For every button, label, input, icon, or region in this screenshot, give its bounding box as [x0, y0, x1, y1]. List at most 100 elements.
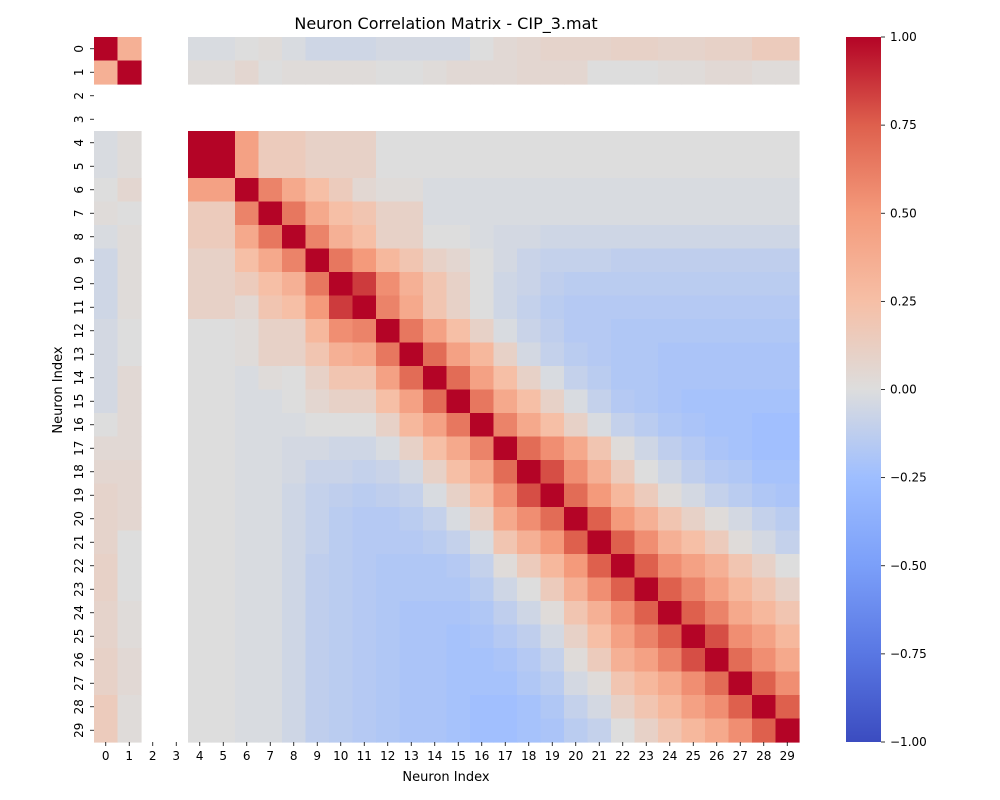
x-tick-label: 24: [662, 749, 677, 763]
heatmap-cell: [235, 671, 260, 696]
heatmap-cell: [352, 366, 377, 391]
heatmap-cell: [634, 154, 659, 179]
heatmap-cell: [587, 507, 612, 532]
heatmap-cell: [117, 554, 142, 579]
heatmap-cell: [775, 695, 800, 720]
heatmap-cell: [117, 319, 142, 344]
heatmap-cell: [258, 201, 283, 226]
heatmap-cell: [775, 671, 800, 696]
heatmap-cell: [493, 178, 518, 203]
heatmap-cell: [470, 577, 495, 602]
heatmap-cell: [399, 718, 424, 743]
heatmap-cell: [470, 366, 495, 391]
heatmap-cell: [399, 389, 424, 414]
heatmap-cell: [658, 483, 683, 508]
heatmap-cell: [94, 60, 119, 85]
heatmap-cell: [540, 554, 565, 579]
heatmap-cell: [681, 319, 706, 344]
heatmap-cell: [188, 507, 213, 532]
heatmap-cell: [517, 366, 542, 391]
heatmap-cell: [634, 577, 659, 602]
heatmap-cell: [517, 248, 542, 273]
heatmap-cell: [376, 554, 401, 579]
heatmap-cell: [587, 248, 612, 273]
heatmap-cell: [658, 413, 683, 438]
heatmap-cell: [705, 577, 730, 602]
heatmap-cell: [258, 154, 283, 179]
heatmap-cell: [728, 530, 753, 555]
heatmap-cell: [752, 342, 777, 367]
heatmap-cell: [517, 460, 542, 485]
heatmap-cell: [446, 601, 471, 626]
heatmap-cell: [188, 554, 213, 579]
heatmap-cell: [235, 601, 260, 626]
heatmap-cell: [329, 37, 354, 62]
heatmap-cell: [235, 295, 260, 320]
heatmap-cell: [446, 178, 471, 203]
heatmap-cell: [728, 272, 753, 297]
heatmap-cell: [376, 60, 401, 85]
heatmap-cell: [540, 389, 565, 414]
heatmap-cell: [282, 577, 307, 602]
heatmap-cell: [611, 225, 636, 250]
heatmap-cell: [305, 272, 330, 297]
heatmap-cell: [658, 272, 683, 297]
heatmap-cell: [94, 272, 119, 297]
heatmap-cell: [728, 319, 753, 344]
heatmap-cell: [775, 389, 800, 414]
heatmap-cell: [564, 624, 589, 649]
heatmap-cell: [399, 460, 424, 485]
heatmap-cell: [611, 413, 636, 438]
heatmap-cell: [517, 131, 542, 156]
heatmap-cell: [752, 248, 777, 273]
heatmap-cell: [235, 37, 260, 62]
heatmap-cell: [188, 178, 213, 203]
heatmap-cell: [94, 389, 119, 414]
heatmap-cell: [681, 248, 706, 273]
heatmap-cell: [117, 695, 142, 720]
heatmap-cell: [564, 507, 589, 532]
heatmap-cell: [352, 530, 377, 555]
heatmap-cell: [470, 507, 495, 532]
heatmap-cell: [775, 272, 800, 297]
heatmap-cell: [94, 554, 119, 579]
heatmap-cell: [94, 295, 119, 320]
y-tick-label: 10: [72, 276, 86, 291]
heatmap-cell: [117, 530, 142, 555]
y-tick-label: 5: [72, 162, 86, 170]
heatmap-cell: [446, 60, 471, 85]
heatmap-cell: [493, 554, 518, 579]
heatmap-cell: [587, 624, 612, 649]
y-tick-label: 15: [72, 394, 86, 409]
heatmap-cell: [423, 37, 448, 62]
heatmap-cell: [611, 695, 636, 720]
heatmap-cell: [752, 37, 777, 62]
heatmap-cell: [211, 436, 236, 461]
heatmap-cell: [188, 624, 213, 649]
heatmap-cell: [235, 648, 260, 673]
heatmap-cell: [752, 460, 777, 485]
heatmap-cell: [752, 507, 777, 532]
x-tick-label: 21: [592, 749, 607, 763]
heatmap-cell: [634, 225, 659, 250]
colorbar-tick-label: 0.25: [890, 294, 917, 308]
colorbar-tick-label: −0.25: [890, 471, 927, 485]
heatmap-cell: [235, 366, 260, 391]
heatmap-cell: [446, 154, 471, 179]
heatmap-cell: [446, 37, 471, 62]
heatmap-cell: [752, 319, 777, 344]
heatmap-cell: [282, 507, 307, 532]
heatmap-cell: [634, 37, 659, 62]
heatmap-cell: [258, 248, 283, 273]
heatmap-cell: [188, 695, 213, 720]
heatmap-cell: [634, 413, 659, 438]
heatmap-cell: [493, 577, 518, 602]
heatmap-cell: [282, 530, 307, 555]
y-tick-label: 19: [72, 488, 86, 503]
heatmap-cell: [329, 342, 354, 367]
heatmap-cell: [517, 671, 542, 696]
heatmap-cell: [493, 601, 518, 626]
heatmap-cell: [587, 436, 612, 461]
heatmap-cell: [517, 554, 542, 579]
heatmap-cell: [305, 671, 330, 696]
